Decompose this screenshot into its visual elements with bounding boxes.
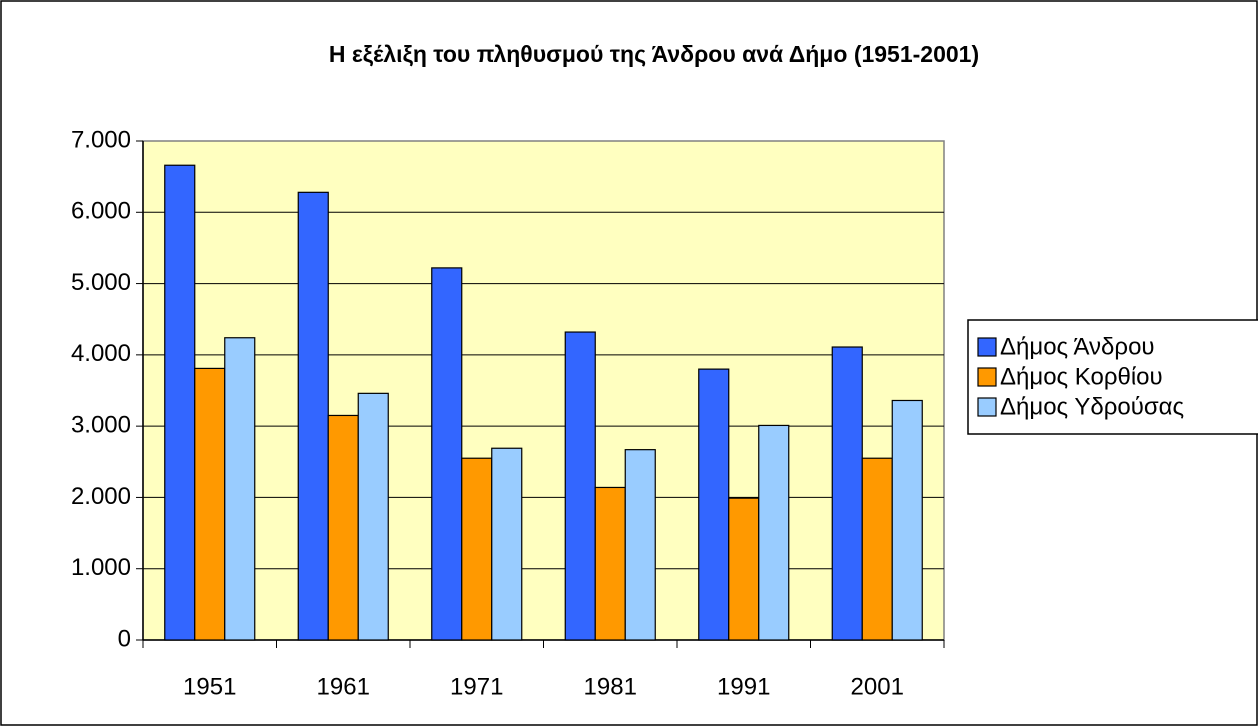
bar bbox=[624, 449, 656, 641]
x-tick-label: 1981 bbox=[584, 673, 637, 700]
bar bbox=[491, 447, 523, 641]
y-tick-label: 5.000 bbox=[71, 269, 131, 296]
legend bbox=[967, 319, 1258, 435]
y-tick-label: 0 bbox=[118, 625, 131, 652]
y-tick-label: 3.000 bbox=[71, 411, 131, 438]
legend-label: Δήμος Κορθίου bbox=[1000, 363, 1163, 390]
legend-swatch bbox=[977, 367, 997, 387]
bar bbox=[194, 367, 226, 641]
y-tick-label: 7.000 bbox=[71, 126, 131, 153]
bar bbox=[758, 424, 790, 641]
x-tick-label: 2001 bbox=[851, 673, 904, 700]
x-tick-label: 1951 bbox=[183, 673, 236, 700]
x-tick-label: 1961 bbox=[317, 673, 370, 700]
bar bbox=[461, 457, 493, 641]
chart-title: Η εξέλιξη του πληθυσμού της Άνδρου ανά Δ… bbox=[329, 41, 979, 67]
y-tick-label: 4.000 bbox=[71, 340, 131, 367]
bar bbox=[728, 497, 760, 641]
bar bbox=[861, 457, 893, 641]
legend-swatch bbox=[977, 337, 997, 357]
legend-swatch bbox=[977, 397, 997, 417]
bar bbox=[357, 392, 389, 641]
legend-label: Δήμος Άνδρου bbox=[1000, 333, 1155, 360]
bar bbox=[297, 191, 329, 641]
bar bbox=[224, 337, 256, 641]
plot-area bbox=[142, 140, 945, 641]
bar bbox=[164, 164, 196, 641]
bar bbox=[698, 368, 730, 641]
legend-label: Δήμος Υδρούσας bbox=[1000, 393, 1184, 420]
x-tick-label: 1991 bbox=[717, 673, 770, 700]
y-tick-label: 1.000 bbox=[71, 554, 131, 581]
bar bbox=[564, 331, 596, 641]
bar bbox=[594, 486, 626, 641]
bar bbox=[891, 399, 923, 641]
bar bbox=[327, 414, 359, 641]
y-tick-label: 6.000 bbox=[71, 198, 131, 225]
y-tick-label: 2.000 bbox=[71, 483, 131, 510]
bar bbox=[831, 346, 863, 641]
x-tick-label: 1971 bbox=[450, 673, 503, 700]
bar bbox=[431, 267, 463, 641]
